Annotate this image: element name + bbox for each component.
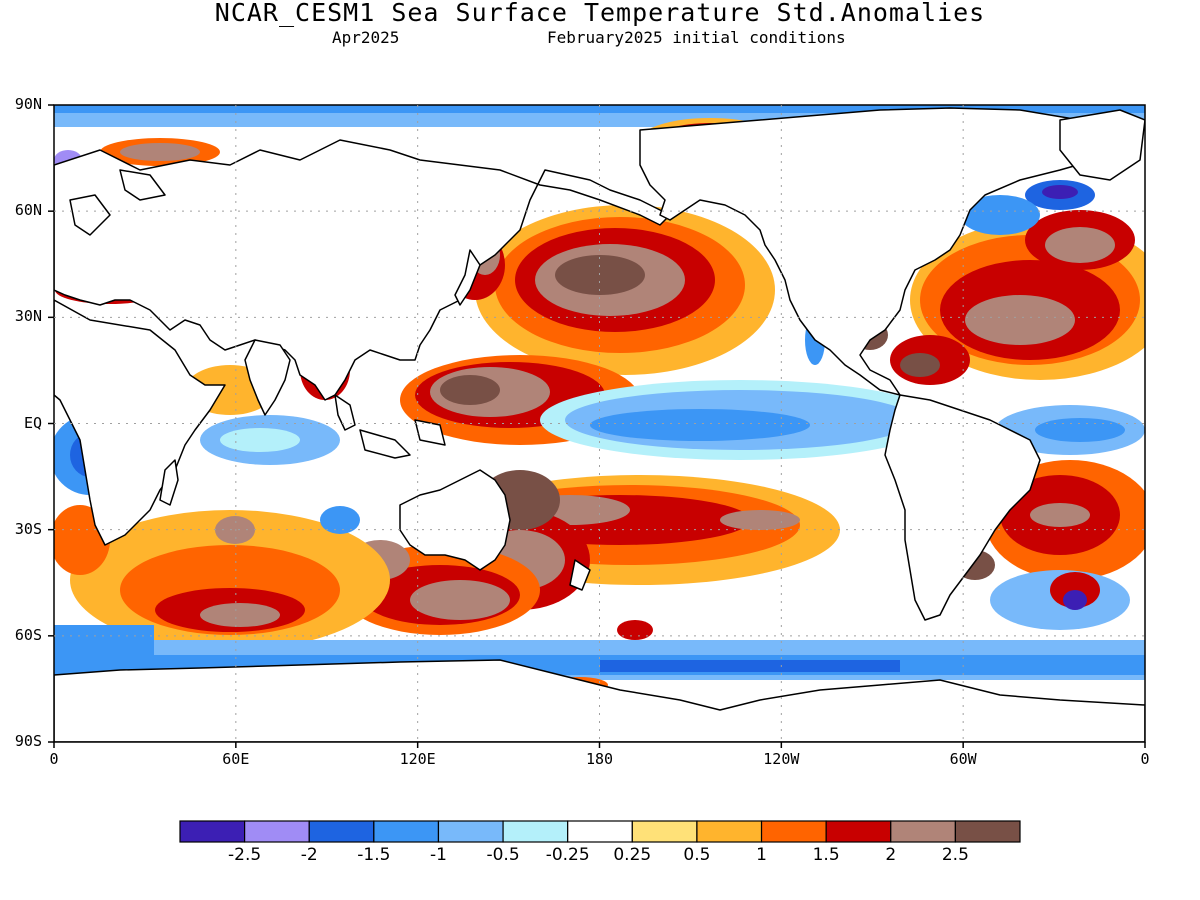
colorbar-label: -0.5 [486,845,520,865]
lon-label: 180 [585,750,614,768]
japan [454,249,481,306]
colorbar-swatch [308,820,375,843]
colorbar-swatch [631,820,698,843]
lon-label: 0 [49,750,59,768]
india [244,339,291,416]
lon-label: 60W [949,750,977,768]
lon-label: 120W [763,750,800,768]
colorbar-swatch [502,820,569,843]
lat-label: 60S [14,625,42,644]
lat-label: 90N [14,95,42,113]
colorbar-label: 2 [885,845,897,865]
lat-label: 30N [14,307,42,326]
uk-scandinavia [69,169,166,236]
colorbar-label: 1 [756,845,767,865]
lon-label: 60E [222,750,250,768]
south-america [884,394,1041,621]
eurasia-africa-west [54,139,671,401]
lat-label: 90S [14,732,42,750]
colorbar-swatch [825,820,892,843]
lat-label: 60N [14,201,42,220]
colorbar-swatch [890,820,956,843]
colorbar-label: 0.25 [613,845,652,865]
lat-label: EQ [23,413,42,432]
map-title: NCAR_CESM1 Sea Surface Temperature Std.A… [214,0,986,27]
lat-label: 30S [14,519,42,538]
madagascar [159,459,179,506]
lon-label: 120E [399,750,436,768]
colorbar-swatch [244,820,310,843]
colorbar-swatch [179,820,246,843]
colorbar-label: -2 [300,845,318,865]
colorbar [179,820,1021,843]
lon-label: 0 [1140,750,1150,768]
new-zealand [569,559,591,591]
africa [54,299,226,546]
colorbar-swatch [760,820,827,843]
colorbar-label: 1.5 [812,845,840,865]
southeast-asia [334,394,446,459]
colorbar-label: -1 [429,845,447,865]
colorbar-swatch [373,820,440,843]
axis-ticks [48,104,1146,748]
antarctica [54,659,1145,742]
australia [399,469,511,571]
colorbar-swatch [567,820,633,843]
greenland [1059,109,1145,181]
colorbar-label: -0.25 [545,845,590,865]
colorbar-swatch [954,820,1021,843]
colorbar-swatch [696,820,763,843]
colorbar-label: -1.5 [357,845,391,865]
colorbar-label: 2.5 [941,845,969,865]
colorbar-label: -2.5 [228,845,262,865]
forecast-month: Apr2025 [332,28,400,47]
colorbar-label: 0.5 [683,845,711,865]
graticule [54,105,1145,742]
continents [54,107,1145,742]
colorbar-swatch [437,820,504,843]
initial-conditions: February2025 initial conditions [547,28,846,47]
